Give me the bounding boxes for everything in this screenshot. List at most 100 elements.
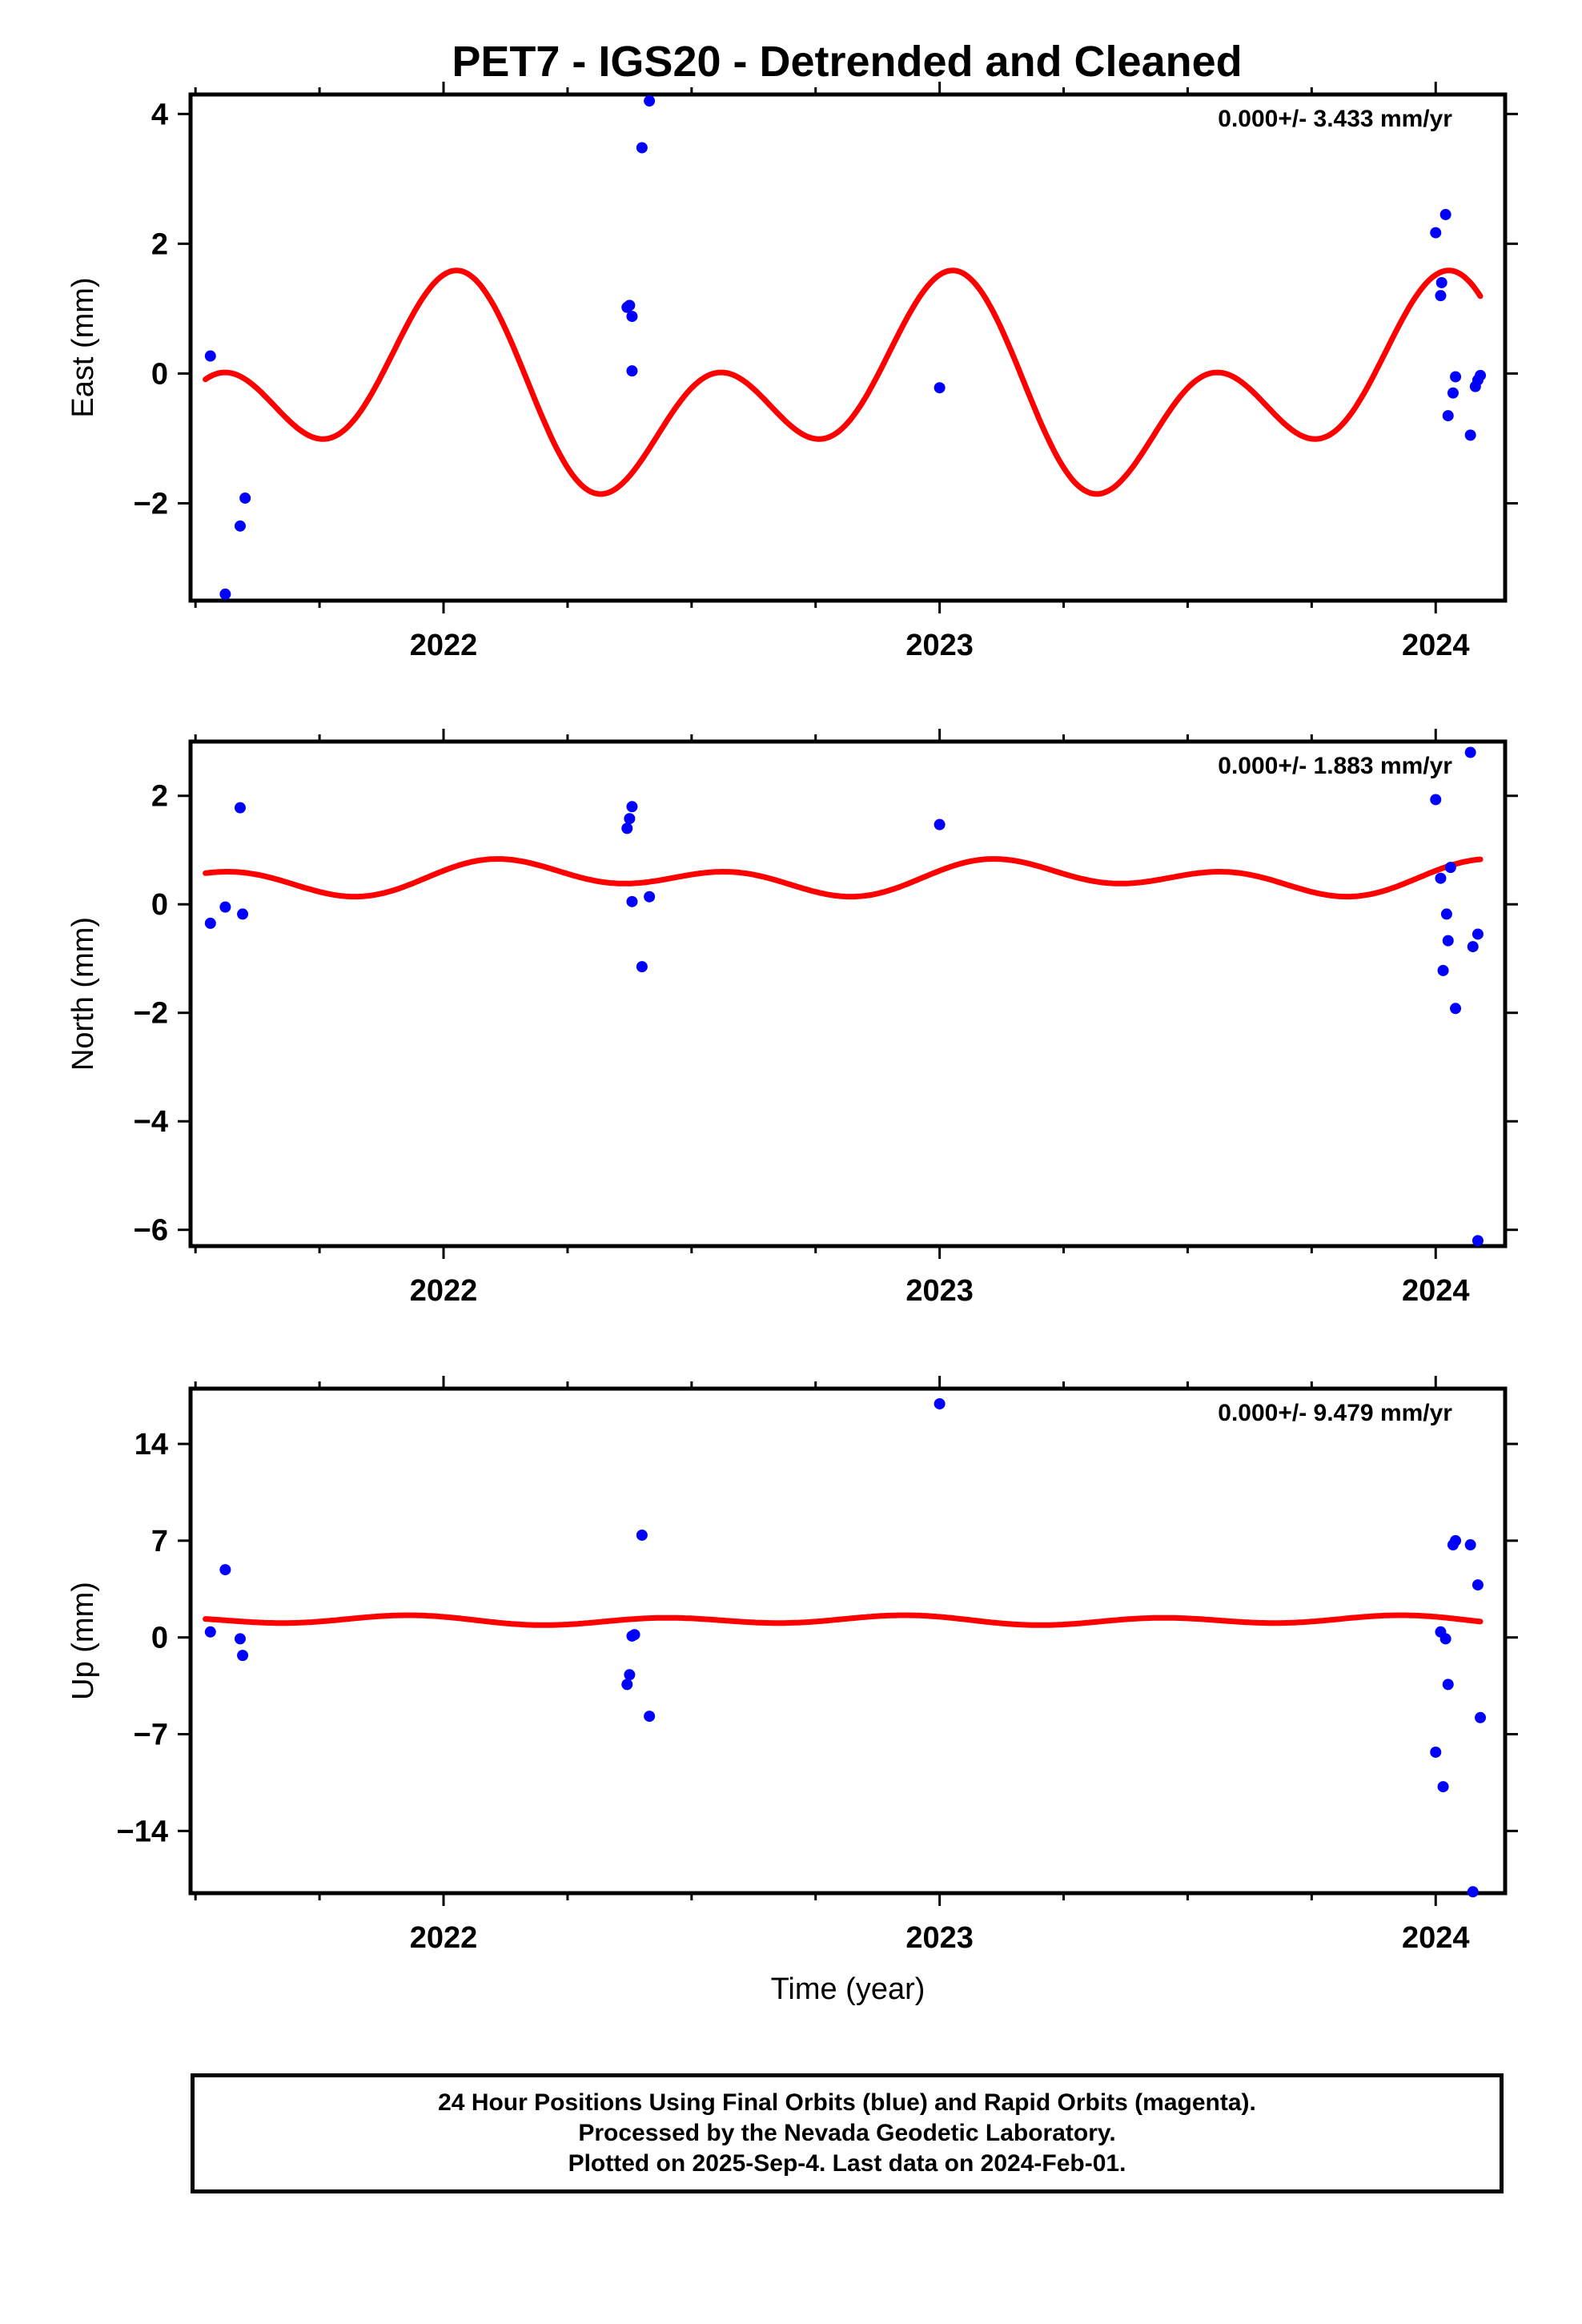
data-point — [204, 350, 216, 362]
y-tick-label: 0 — [151, 1622, 168, 1655]
data-point — [219, 901, 231, 913]
footer-line-1: 24 Hour Positions Using Final Orbits (bl… — [438, 2089, 1256, 2116]
data-point — [1450, 371, 1462, 383]
y-tick-label: −2 — [134, 997, 168, 1031]
x-tick-label: 2023 — [905, 1921, 974, 1955]
data-point — [624, 1669, 636, 1681]
x-tick-label: 2022 — [410, 1921, 478, 1955]
data-point — [1444, 862, 1456, 874]
y-tick-label: 2 — [151, 780, 168, 814]
data-point — [1447, 387, 1459, 399]
data-point — [1475, 369, 1487, 381]
data-point — [1467, 941, 1479, 953]
data-point — [1472, 928, 1484, 940]
rate-label: 0.000+/- 9.479 mm/yr — [1218, 1400, 1452, 1426]
data-point — [219, 1564, 231, 1576]
data-point — [934, 818, 946, 830]
rate-label: 0.000+/- 1.883 mm/yr — [1218, 753, 1452, 779]
data-point — [1430, 1746, 1442, 1758]
data-point — [237, 1650, 249, 1662]
panel-2: 2022 2023 2024 −14 −7 0 7 14 Up (mm) Time (year) 0… — [66, 1376, 1518, 2006]
data-point — [1450, 1534, 1462, 1546]
data-point — [1435, 290, 1447, 302]
data-point — [644, 95, 656, 107]
data-point — [621, 822, 633, 834]
data-point — [1437, 1781, 1449, 1793]
y-tick-label: −7 — [134, 1719, 168, 1752]
data-point — [626, 311, 638, 323]
data-point — [1464, 1539, 1476, 1551]
data-point — [204, 917, 216, 929]
y-tick-label: −4 — [134, 1105, 168, 1139]
y-tick-label: 4 — [151, 98, 168, 131]
y-tick-label: 2 — [151, 227, 168, 261]
data-point — [1442, 410, 1454, 422]
data-point — [1435, 872, 1447, 884]
footer-line-3: Plotted on 2025-Sep-4. Last data on 2024… — [568, 2150, 1126, 2177]
y-tick-label: 0 — [151, 888, 168, 922]
data-point — [934, 1397, 946, 1409]
data-point — [636, 961, 648, 973]
data-point — [621, 1679, 633, 1691]
y-axis-label: East (mm) — [66, 277, 100, 417]
panel-0: 2022 2023 2024 −2 0 2 4 East (mm) 0.000+/- 3.433… — [66, 82, 1518, 662]
data-point — [1464, 429, 1476, 441]
x-tick-label: 2023 — [905, 1274, 974, 1308]
data-point — [1450, 1003, 1462, 1015]
data-point — [234, 1633, 246, 1645]
data-point — [204, 1626, 216, 1638]
footer-box: 24 Hour Positions Using Final Orbits (bl… — [191, 2073, 1504, 2193]
x-tick-label: 2024 — [1402, 1274, 1470, 1308]
data-point — [1442, 935, 1454, 947]
data-point — [1475, 1711, 1487, 1723]
data-point — [626, 365, 638, 377]
data-point — [1464, 746, 1476, 758]
data-point — [934, 382, 946, 394]
y-tick-label: −2 — [134, 487, 168, 521]
data-point — [1435, 276, 1447, 288]
x-tick-label: 2023 — [905, 629, 974, 662]
data-point — [1440, 908, 1452, 920]
model-curve — [203, 1612, 1484, 1628]
footer-line-2: Processed by the Nevada Geodetic Laborat… — [578, 2120, 1116, 2146]
data-point — [644, 1711, 656, 1723]
data-point — [644, 891, 656, 903]
y-tick-label: −6 — [134, 1214, 168, 1248]
data-point — [239, 492, 251, 504]
y-axis-label: North (mm) — [66, 917, 100, 1071]
data-point — [234, 802, 246, 814]
x-tick-label: 2024 — [1402, 1921, 1470, 1955]
data-point — [1472, 1579, 1484, 1591]
data-point — [1439, 1633, 1452, 1645]
data-point — [1430, 227, 1442, 239]
data-point — [1442, 1679, 1454, 1691]
data-point — [624, 300, 636, 312]
data-point — [1467, 1886, 1479, 1898]
panel-1: 2022 2023 2024 −6 −4 −2 0 2 North (mm) 0.000+/- 1… — [66, 729, 1518, 1308]
plot-frame — [188, 739, 1508, 1248]
data-point — [1439, 208, 1452, 220]
data-point — [234, 520, 246, 532]
data-point — [237, 908, 249, 920]
data-point — [626, 801, 638, 813]
y-tick-label: 14 — [135, 1428, 168, 1462]
x-tick-label: 2022 — [410, 629, 478, 662]
data-point — [1430, 794, 1442, 806]
data-point — [636, 1529, 648, 1541]
data-point — [626, 895, 638, 907]
chart-title: PET7 - IGS20 - Detrended and Cleaned — [452, 38, 1242, 86]
data-point — [1437, 964, 1449, 976]
model-curve — [203, 267, 1484, 497]
y-tick-label: 0 — [151, 357, 168, 391]
plot-frame — [188, 92, 1508, 603]
data-point — [1472, 1235, 1484, 1247]
plot-frame — [188, 1386, 1508, 1896]
x-tick-label: 2022 — [410, 1274, 478, 1308]
x-tick-label: 2024 — [1402, 629, 1470, 662]
y-tick-label: 7 — [151, 1525, 168, 1558]
x-axis-label: Time (year) — [771, 1972, 926, 2006]
data-point — [628, 1629, 640, 1641]
rate-label: 0.000+/- 3.433 mm/yr — [1218, 106, 1452, 132]
y-tick-label: −14 — [117, 1815, 168, 1848]
